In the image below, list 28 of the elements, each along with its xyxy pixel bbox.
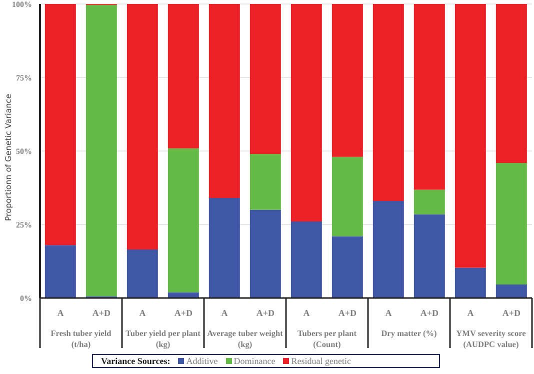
text: YMV severity score (AUDPC value) — [456, 329, 526, 349]
y-tick-label: 0% — [20, 294, 32, 303]
y-tick-label: 75% — [16, 73, 32, 82]
text: Tubers per plant (Count) — [297, 329, 357, 349]
x-tick-label: A+D — [420, 308, 440, 318]
x-tick-label: A — [303, 308, 310, 318]
x-tick-label: A — [385, 308, 392, 318]
text: Dry matter (%) — [381, 329, 438, 338]
y-tick-label: 100% — [12, 0, 32, 9]
legend-label: Dominance — [232, 356, 276, 366]
text: Fresh tuber yield (t/ha) — [50, 329, 112, 349]
x-tick-label: A+D — [174, 308, 194, 318]
y-axis-title: Proportionn of Genetic Variance — [4, 94, 13, 221]
x-tick-label: A — [57, 308, 64, 318]
legend-title: Variance Sources: — [101, 356, 170, 366]
legend-label: Additive — [185, 356, 218, 366]
x-tick-label: A — [467, 308, 474, 318]
x-tick-label: A — [139, 308, 146, 318]
x-tick-label: A+D — [338, 308, 358, 318]
y-tick-label: 25% — [16, 220, 32, 230]
text: Tuber yield per plant (kg) — [126, 329, 201, 349]
y-tick-label: 50% — [16, 146, 32, 156]
x-tick-label: A+D — [502, 308, 522, 318]
legend-label: Residual genetic — [290, 356, 351, 366]
x-tick-label: A+D — [256, 308, 276, 318]
x-tick-label: A+D — [92, 308, 112, 318]
x-tick-label: A — [221, 308, 228, 318]
text: Average tuber weight (kg) — [207, 329, 284, 349]
